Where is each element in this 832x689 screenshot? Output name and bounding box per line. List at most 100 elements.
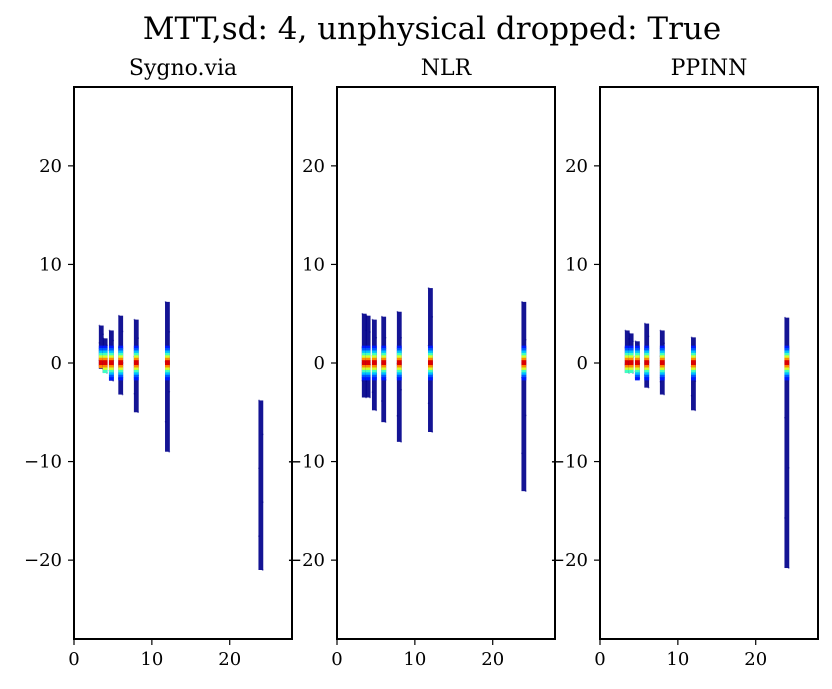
density-point — [381, 362, 387, 366]
density-point — [634, 374, 640, 378]
density-point — [624, 362, 630, 366]
density-point — [133, 357, 139, 361]
scatter-point — [647, 386, 650, 389]
density-point — [691, 372, 696, 376]
density-point — [371, 348, 377, 352]
y-tick-label: 0 — [314, 353, 325, 374]
scatter-point — [168, 450, 171, 453]
density-point — [624, 367, 630, 371]
density-point — [371, 345, 377, 349]
scatter-point — [663, 393, 665, 396]
density-point — [361, 345, 367, 349]
density-point — [428, 365, 433, 369]
density-point — [624, 357, 630, 361]
density-point — [691, 365, 696, 369]
density-point — [628, 355, 634, 359]
scatter-point — [371, 318, 374, 321]
density-point — [108, 374, 114, 378]
density-point — [396, 345, 402, 349]
scatter-point — [258, 467, 260, 470]
density-point — [381, 350, 387, 354]
scatter-point — [628, 332, 631, 335]
density-point — [428, 345, 433, 349]
density-point — [165, 374, 170, 378]
density-point — [381, 355, 387, 359]
density-point — [396, 355, 402, 359]
density-point — [371, 355, 377, 359]
scatter-point — [384, 336, 387, 339]
density-point — [628, 362, 634, 366]
density-point — [361, 350, 367, 354]
scatter-point — [784, 416, 786, 419]
scatter-point — [102, 333, 104, 336]
density-point — [108, 367, 114, 371]
density-point — [628, 369, 634, 374]
scatter-point — [524, 490, 527, 493]
density-point — [624, 360, 630, 364]
density-point — [784, 355, 790, 359]
scatter-point — [98, 324, 101, 327]
scatter-point — [261, 569, 264, 571]
density-point — [371, 372, 377, 376]
density-point — [102, 365, 108, 369]
density-point — [634, 369, 640, 374]
density-point — [396, 362, 402, 366]
density-point — [521, 377, 527, 381]
density-point — [634, 345, 640, 349]
density-point — [108, 360, 114, 364]
density-point — [102, 348, 108, 352]
density-point — [784, 369, 790, 374]
density-point — [396, 360, 402, 364]
scatter-point — [261, 501, 264, 504]
density-point — [133, 360, 139, 364]
density-point — [659, 348, 665, 352]
density-point — [108, 348, 114, 352]
scatter-point — [524, 414, 527, 417]
density-point — [118, 357, 124, 361]
density-point — [108, 350, 114, 354]
y-tick-label: −20 — [287, 550, 325, 571]
y-tick-label: 0 — [51, 353, 62, 374]
density-point — [634, 352, 640, 357]
density-point — [365, 352, 371, 357]
density-point — [624, 350, 630, 354]
density-point — [644, 362, 650, 366]
density-point — [628, 345, 634, 349]
density-point — [396, 352, 402, 357]
density-point — [165, 377, 170, 381]
density-point — [624, 355, 630, 359]
scatter-point — [137, 337, 139, 340]
density-point — [102, 367, 108, 371]
point-column-x6 — [118, 314, 124, 396]
y-tick-label: −10 — [550, 452, 588, 473]
scatter-point — [659, 380, 662, 383]
scatter-point — [112, 339, 115, 342]
density-point — [428, 348, 433, 352]
density-point — [165, 355, 170, 359]
density-point — [624, 352, 630, 357]
density-point — [108, 372, 114, 376]
density-point — [381, 360, 387, 364]
density-point — [118, 352, 124, 357]
density-point — [102, 357, 108, 361]
density-point — [396, 377, 402, 381]
density-point — [659, 369, 665, 374]
density-point — [396, 357, 402, 361]
density-point — [361, 365, 367, 369]
density-point — [521, 348, 527, 352]
density-point — [165, 367, 170, 371]
density-point — [165, 348, 170, 352]
density-point — [98, 345, 104, 349]
density-point — [624, 348, 630, 352]
density-point — [784, 367, 790, 371]
subplot-2: NLR 0 10 20 20 10 0 −10 −20 — [287, 56, 556, 670]
x-tick-label: 20 — [481, 649, 504, 670]
density-point — [644, 355, 650, 359]
scatter-point — [98, 341, 101, 344]
point-column-x8 — [659, 329, 665, 396]
density-point — [634, 367, 640, 371]
scatter-point — [521, 300, 523, 303]
density-point — [521, 357, 527, 361]
density-point — [133, 377, 139, 381]
density-point — [102, 369, 108, 374]
